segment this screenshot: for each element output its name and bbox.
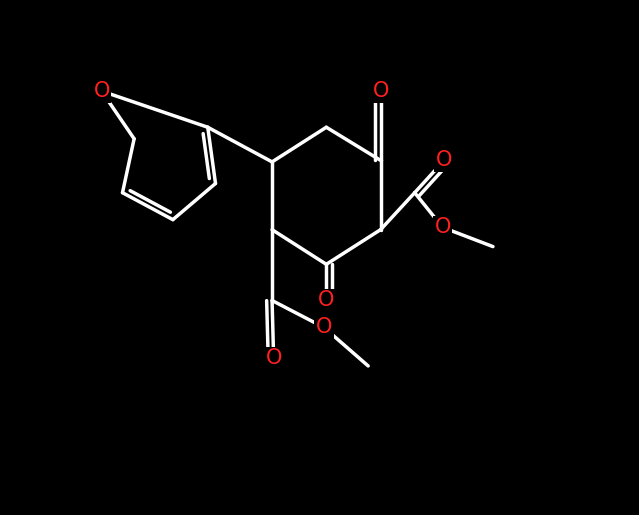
Text: O: O — [316, 317, 332, 337]
Text: O: O — [93, 81, 110, 101]
Text: O: O — [435, 217, 450, 237]
Text: O: O — [318, 290, 334, 311]
Text: O: O — [436, 150, 452, 170]
Text: O: O — [373, 81, 389, 101]
Text: O: O — [265, 348, 282, 368]
